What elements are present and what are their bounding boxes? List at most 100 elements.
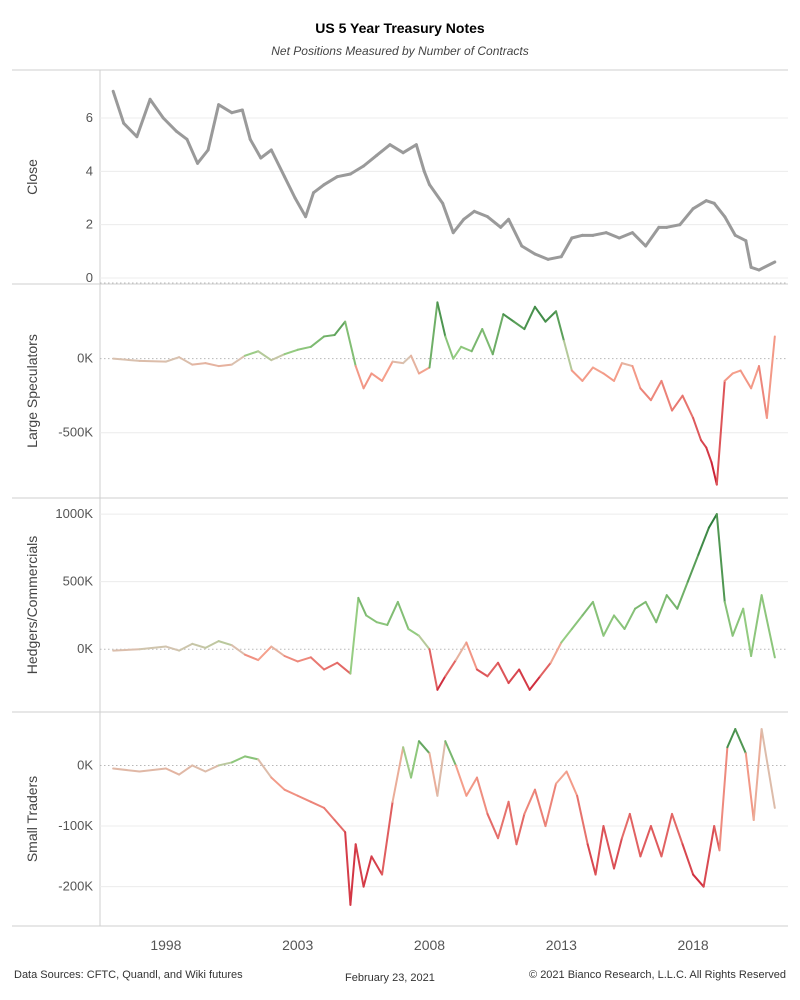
series-segment [388, 143, 405, 155]
footer-date: February 23, 2021 [345, 972, 435, 984]
series-segment [138, 359, 167, 363]
series-segment [497, 661, 510, 685]
series-segment [444, 335, 455, 360]
series-segment [617, 231, 634, 240]
series-segment [760, 728, 776, 809]
series-segment [164, 645, 181, 652]
series-segment [257, 645, 273, 662]
series-segment [570, 369, 584, 382]
series-segment [354, 843, 365, 888]
series-segment [520, 244, 537, 256]
series-segment [705, 446, 713, 464]
series-segment [644, 600, 658, 624]
y-tick-label: -500K [58, 425, 93, 440]
series-segment [734, 728, 747, 755]
series-segment [491, 313, 505, 356]
series-segment [204, 362, 220, 368]
series-segment [691, 199, 708, 211]
series-segment [502, 313, 515, 323]
series-segment [138, 645, 167, 651]
series-segment [270, 776, 286, 791]
series-segment [758, 365, 768, 419]
series-segment [591, 366, 605, 375]
series-segment [613, 837, 623, 870]
series-segment [204, 640, 220, 649]
series-segment [270, 645, 286, 657]
series-segment [731, 369, 742, 375]
series-segment [401, 143, 418, 155]
series-segment [402, 354, 413, 365]
y-tick-label: 0 [86, 270, 93, 285]
series-segment [191, 642, 207, 649]
series-segment [676, 580, 689, 610]
x-tick-label: 2018 [678, 937, 709, 953]
series-segment [499, 217, 511, 229]
series-segment [602, 372, 616, 382]
series-segment [486, 661, 500, 678]
series-segment [428, 648, 439, 691]
y-tick-label: -200K [58, 879, 93, 894]
series-segment [410, 354, 420, 375]
series-segment [240, 108, 252, 141]
series-segment [362, 372, 373, 390]
series-segment [744, 239, 753, 269]
series-segment [644, 225, 661, 248]
footer-copyright: © 2021 Bianco Research, L.L.C. All Right… [529, 969, 786, 981]
series-segment [414, 143, 426, 173]
series-segment [523, 305, 536, 331]
series-segment [546, 255, 563, 261]
footer-sources: Data Sources: CFTC, Quandl, and Wiki fut… [14, 969, 243, 981]
series-segment [391, 360, 405, 365]
series-segment [196, 148, 210, 165]
series-segment [710, 461, 718, 486]
series-segment [362, 855, 373, 888]
series-segment [375, 143, 392, 157]
series-segment [112, 767, 141, 773]
series-segment [671, 394, 684, 412]
series-segment [739, 369, 753, 390]
series-segment [178, 764, 194, 776]
series-segment [407, 627, 420, 637]
series-segment [470, 328, 484, 353]
series-segment [312, 183, 326, 195]
series-segment [381, 360, 394, 382]
chart-title: US 5 Year Treasury Notes [315, 20, 485, 36]
series-segment [111, 89, 126, 125]
y-axis-title: Large Speculators [24, 334, 40, 448]
series-segment [700, 439, 708, 449]
series-segment [576, 794, 589, 846]
series-segment [591, 231, 608, 237]
series-segment [436, 740, 447, 797]
series-segment [475, 776, 489, 815]
series-segment [602, 614, 616, 637]
series-segment [344, 320, 357, 368]
series-segment [465, 776, 478, 797]
y-tick-label: 500K [63, 574, 94, 589]
series-segment [336, 661, 352, 675]
series-segment [296, 794, 312, 803]
series-segment [402, 746, 413, 779]
series-segment [481, 328, 494, 356]
series-segment [634, 600, 647, 610]
series-segment [230, 644, 246, 656]
series-segment [191, 362, 207, 366]
series-segment [639, 387, 652, 402]
series-segment [386, 600, 399, 626]
series-segment [441, 201, 455, 235]
series-segment [451, 217, 466, 235]
series-segment [559, 236, 574, 259]
series-segment [217, 363, 233, 368]
series-segment [649, 825, 663, 858]
series-segment [465, 641, 478, 671]
series-segment [594, 825, 605, 876]
series-segment [497, 800, 510, 840]
series-segment [417, 366, 431, 375]
series-segment [726, 728, 737, 749]
series-segment [620, 362, 634, 368]
series-segment [630, 231, 648, 248]
series-segment [562, 339, 573, 372]
series-segment [681, 394, 695, 419]
series-segment [707, 513, 718, 529]
series-segment [370, 855, 384, 876]
